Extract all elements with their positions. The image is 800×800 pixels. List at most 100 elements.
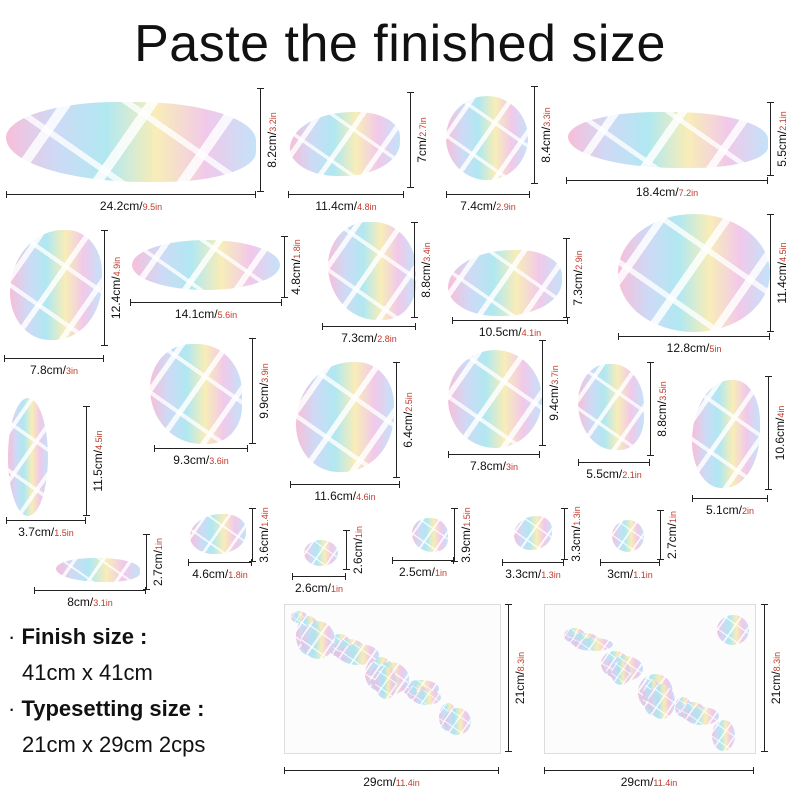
jellyfish-width-line bbox=[4, 355, 104, 362]
size-in: 3.5in bbox=[658, 381, 668, 401]
size-in: 4.9in bbox=[112, 256, 122, 277]
size-cm: 5.1cm/ bbox=[705, 503, 742, 517]
size-cm: 2.7cm/ bbox=[151, 550, 165, 587]
shell-height-line bbox=[561, 508, 568, 560]
size-cm: 11.5cm/ bbox=[91, 449, 105, 492]
coral-2-height-label: 9.4cm/3.7in bbox=[547, 365, 561, 421]
size-cm: 6.4cm/ bbox=[401, 411, 415, 448]
seahorse-height-label: 8.4cm/3.3in bbox=[539, 107, 553, 163]
size-in: 3.1in bbox=[93, 598, 113, 608]
whale-width-line bbox=[6, 191, 256, 198]
seaweed-2-height-label: 8.8cm/3.5in bbox=[655, 381, 669, 437]
seaweed-3-height-line bbox=[83, 406, 90, 516]
seaweed-2-width-line bbox=[578, 459, 650, 466]
seaweed-1-height-label: 6.4cm/2.5in bbox=[401, 392, 415, 448]
crab-width-label: 10.5cm/4.1in bbox=[479, 325, 541, 339]
size-in: 2.8in bbox=[377, 334, 397, 344]
seahorse-sticker bbox=[446, 96, 528, 180]
sheet-mini-sticker bbox=[574, 638, 613, 651]
shell-width-line bbox=[502, 559, 564, 566]
size-in: 3.3in bbox=[542, 107, 552, 127]
dolphin-sticker bbox=[290, 112, 400, 176]
jellyfish-width-label: 7.8cm/3in bbox=[30, 363, 78, 377]
size-cm: 9.9cm/ bbox=[257, 382, 271, 419]
sheet-mini-sticker bbox=[712, 720, 735, 751]
shark-width-label: 14.1cm/5.6in bbox=[175, 307, 237, 321]
scallop-width-line bbox=[600, 559, 660, 566]
starfish-width-label: 2.6cm/1in bbox=[295, 581, 343, 595]
octopus-width-line bbox=[618, 333, 770, 340]
size-cm: 8.4cm/ bbox=[539, 126, 553, 163]
size-cm: 7cm/ bbox=[415, 136, 429, 163]
size-cm: 12.4cm/ bbox=[109, 276, 123, 320]
whale-sticker bbox=[6, 102, 256, 182]
size-cm: 2.7cm/ bbox=[665, 523, 679, 560]
coral-1-height-label: 8.8cm/3.4in bbox=[419, 242, 433, 298]
size-in: 4.6in bbox=[356, 492, 376, 502]
size-in: 4.1in bbox=[521, 328, 542, 338]
size-in: 2.1in bbox=[622, 470, 642, 480]
fish-sticker bbox=[190, 514, 246, 554]
size-cm: 2.6cm/ bbox=[294, 581, 331, 595]
dolphin-width-label: 11.4cm/4.8in bbox=[315, 199, 376, 213]
size-in: 4.5in bbox=[778, 242, 788, 262]
size-in: 3.4in bbox=[422, 242, 432, 262]
sperm-whale-height-label: 5.5cm/2.1in bbox=[775, 111, 789, 167]
shark-height-label: 4.8cm/1.8in bbox=[289, 239, 303, 295]
typesetting-size-label: Typesetting size : bbox=[21, 696, 205, 721]
seaweed-2-sticker bbox=[578, 364, 644, 450]
sheet-1 bbox=[284, 604, 501, 754]
crab-height-line bbox=[563, 238, 570, 318]
leaping-dolphin-height-line bbox=[249, 338, 256, 444]
size-in: 3.9in bbox=[260, 363, 270, 383]
size-cm: 11.4cm/ bbox=[775, 261, 789, 304]
size-in: 2in bbox=[742, 506, 755, 516]
seaweed-3-width-line bbox=[6, 517, 86, 524]
jellyfish-height-label: 12.4cm/4.9in bbox=[109, 257, 123, 319]
kelp-width-line bbox=[692, 495, 768, 502]
sheet-mini-sticker bbox=[444, 708, 471, 735]
crab-width-line bbox=[452, 317, 568, 324]
octopus-width-label: 12.8cm/5in bbox=[667, 341, 722, 355]
size-in: 3.7in bbox=[550, 365, 560, 385]
sperm-whale-height-line bbox=[767, 102, 774, 176]
seaweed-1-height-line bbox=[393, 362, 400, 478]
size-cm: 8cm/ bbox=[67, 595, 94, 609]
size-cm: 29cm/ bbox=[620, 775, 654, 789]
kelp-height-line bbox=[765, 376, 772, 490]
fish-width-label: 4.6cm/1.8in bbox=[192, 567, 248, 581]
size-in: 1.3in bbox=[572, 506, 582, 526]
dolphin-width-line bbox=[288, 191, 404, 198]
size-cm: 3.6cm/ bbox=[257, 526, 271, 563]
sheet-mini-sticker bbox=[717, 615, 749, 645]
finish-size: · Finish size : bbox=[8, 624, 147, 650]
sheet-mini-sticker bbox=[301, 621, 335, 659]
conch-sticker bbox=[412, 518, 448, 552]
size-in: 3in bbox=[506, 462, 519, 472]
seahorse-height-line bbox=[531, 86, 538, 184]
size-cm: 10.5cm/ bbox=[478, 325, 522, 339]
seahorse-width-line bbox=[446, 191, 530, 198]
scallop-height-label: 2.7cm/1in bbox=[665, 511, 679, 559]
starfish-width-line bbox=[292, 573, 346, 580]
fish-width-line bbox=[188, 559, 252, 566]
size-cm: 3cm/ bbox=[607, 567, 634, 581]
shark-sticker bbox=[132, 240, 280, 290]
size-cm: 4.8cm/ bbox=[289, 258, 303, 295]
size-in: 5.6in bbox=[217, 310, 238, 320]
size-in: 8.3in bbox=[516, 651, 526, 672]
seaweed-1-sticker bbox=[296, 362, 394, 472]
size-in: 7.2in bbox=[678, 188, 699, 198]
shark-height-line bbox=[281, 236, 288, 298]
sheet-2-width-line bbox=[544, 767, 754, 774]
sheet-1-height-line bbox=[505, 604, 512, 752]
size-in: 4.5in bbox=[94, 430, 104, 450]
size-cm: 12.8cm/ bbox=[666, 341, 710, 355]
size-in: 1.5in bbox=[462, 507, 472, 527]
coral-1-height-line bbox=[411, 222, 418, 318]
starfish-height-label: 2.6cm/1in bbox=[351, 526, 365, 574]
shell-height-label: 3.3cm/1.3in bbox=[569, 506, 583, 562]
leaping-dolphin-width-label: 9.3cm/3.6in bbox=[173, 453, 229, 467]
size-in: 9.5in bbox=[142, 202, 163, 212]
size-cm: 7.3cm/ bbox=[341, 331, 378, 345]
